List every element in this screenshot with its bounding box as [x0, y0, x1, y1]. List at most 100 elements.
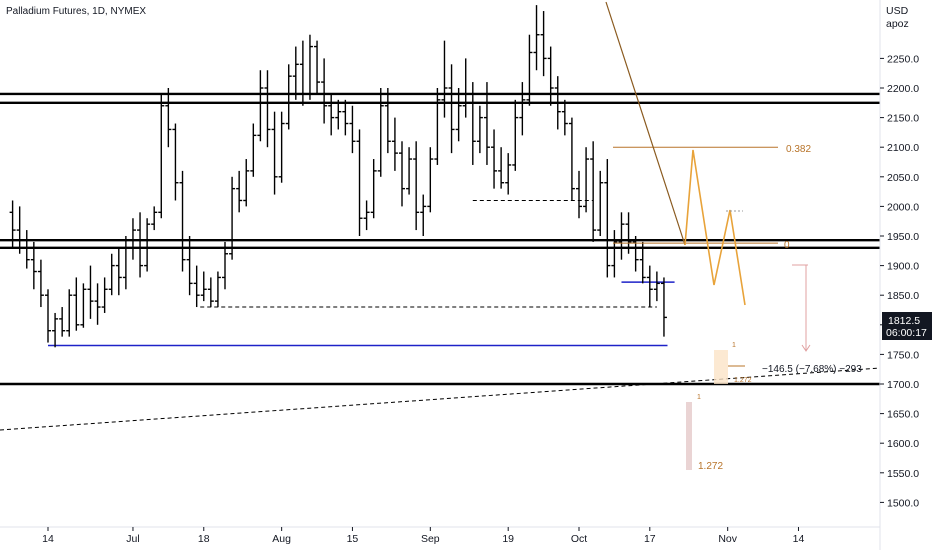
currency-label: USD	[886, 5, 909, 17]
ohlc-bar	[30, 241, 37, 290]
fib-trend-line	[605, 1, 686, 246]
x-tick-label: 15	[347, 533, 359, 545]
ohlc-bar	[512, 99, 519, 171]
ohlc-bar	[356, 129, 363, 236]
ohlc-bar	[462, 58, 469, 118]
ohlc-bar	[639, 241, 646, 284]
ohlc-bar	[207, 277, 214, 308]
ohlc-bar	[448, 64, 455, 154]
ohlc-bar	[498, 147, 505, 189]
ohlc-bar	[413, 141, 420, 231]
ohlc-bar	[455, 88, 462, 142]
fib-0-label: 0	[784, 240, 790, 251]
ohlc-bar	[73, 277, 80, 331]
ohlc-bar	[243, 159, 250, 207]
price-badge[interactable]: 1812.5 06:00:17	[882, 312, 932, 340]
ohlc-bar	[377, 88, 384, 177]
ohlc-bar	[363, 200, 370, 231]
ohlc-bar	[554, 76, 561, 130]
measure-label: −146.5 (−7.68%) −293	[762, 364, 862, 375]
ohlc-bar	[158, 93, 165, 219]
ohlc-bar	[632, 236, 639, 272]
ohlc-bar	[193, 265, 200, 308]
ohlc-bar	[16, 206, 23, 254]
ohlc-bar	[129, 218, 136, 260]
ohlc-bar	[52, 312, 59, 348]
ohlc-bar	[23, 230, 30, 269]
y-tick-label: 1700.0	[887, 379, 919, 391]
fib-1-bottom-label: 1	[697, 394, 701, 401]
ohlc-bar	[618, 212, 625, 260]
ohlc-bar	[328, 93, 335, 136]
projection-box-2	[686, 402, 692, 470]
ohlc-bar	[561, 99, 568, 136]
x-tick-label: 19	[502, 533, 514, 545]
ohlc-bar	[80, 283, 87, 328]
ohlc-bar	[45, 289, 51, 343]
trendline-dashed	[0, 367, 881, 431]
bar-countdown: 06:00:17	[886, 327, 927, 339]
ohlc-bar	[406, 147, 413, 195]
ohlc-bar	[653, 271, 660, 302]
ohlc-bar	[483, 82, 490, 165]
ohlc-bar	[540, 11, 547, 77]
ohlc-bar	[370, 159, 377, 219]
ohlc-bar	[271, 111, 278, 195]
ohlc-bar	[533, 5, 540, 71]
y-tick-label: 2100.0	[887, 142, 919, 154]
y-tick-label: 2200.0	[887, 83, 919, 95]
x-tick-label: 17	[644, 533, 656, 545]
ohlc-bar	[115, 247, 122, 296]
x-axis: 14 Jul 18 Aug 15 Sep 19 Oct 17 Nov 14	[0, 526, 880, 545]
ohlc-bar	[144, 218, 151, 272]
fib-382-label: 0.382	[786, 144, 811, 155]
ohlc-bar	[94, 283, 101, 325]
y-tick-label: 1950.0	[887, 231, 919, 243]
ohlc-bar	[604, 159, 611, 278]
ohlc-bar	[660, 277, 667, 337]
ohlc-bar	[321, 58, 328, 124]
ohlc-bar	[476, 105, 483, 154]
x-tick-label: 14	[42, 533, 54, 545]
ohlc-bar	[222, 241, 228, 290]
y-tick-label: 1550.0	[887, 468, 919, 480]
ohlc-bar	[200, 271, 207, 302]
last-price: 1812.5	[888, 315, 920, 327]
ohlc-bar	[257, 70, 264, 142]
y-tick-label: 1900.0	[887, 261, 919, 273]
ohlc-bar	[299, 40, 306, 106]
ohlc-bar	[399, 141, 405, 207]
ohlc-bar	[342, 99, 349, 136]
x-tick-label: Nov	[718, 533, 737, 545]
ohlc-bar	[137, 212, 144, 278]
ohlc-bar	[646, 265, 653, 308]
ohlc-bar	[285, 64, 292, 130]
ohlc-bar	[519, 82, 526, 136]
x-tick-label: 14	[793, 533, 805, 545]
x-tick-label: 18	[198, 533, 210, 545]
y-tick-label: 1600.0	[887, 438, 919, 450]
ohlc-bar	[172, 123, 179, 201]
ohlc-bar	[236, 170, 243, 213]
unit-label: apoz	[886, 18, 909, 30]
ohlc-bar	[583, 147, 590, 213]
ohlc-bar	[292, 46, 299, 100]
ohlc-bar	[391, 117, 398, 171]
fib-1272-label: 1.272	[698, 461, 723, 472]
ohlc-bar	[165, 88, 172, 148]
ohlc-bar	[427, 147, 434, 213]
y-tick-label: 2250.0	[887, 53, 919, 65]
ohlc-bar	[186, 236, 193, 296]
y-tick-label: 2000.0	[887, 201, 919, 213]
ohlc-bar	[469, 82, 476, 165]
ohlc-bar	[547, 46, 554, 106]
ohlc-bar	[264, 70, 271, 148]
ohlc-bar	[611, 230, 618, 278]
drawings	[0, 1, 881, 470]
ohlc-bar	[179, 170, 186, 272]
fib-1-top-label: 1	[732, 342, 736, 349]
y-tick-label: 1650.0	[887, 409, 919, 421]
ohlc-bar	[108, 253, 115, 296]
